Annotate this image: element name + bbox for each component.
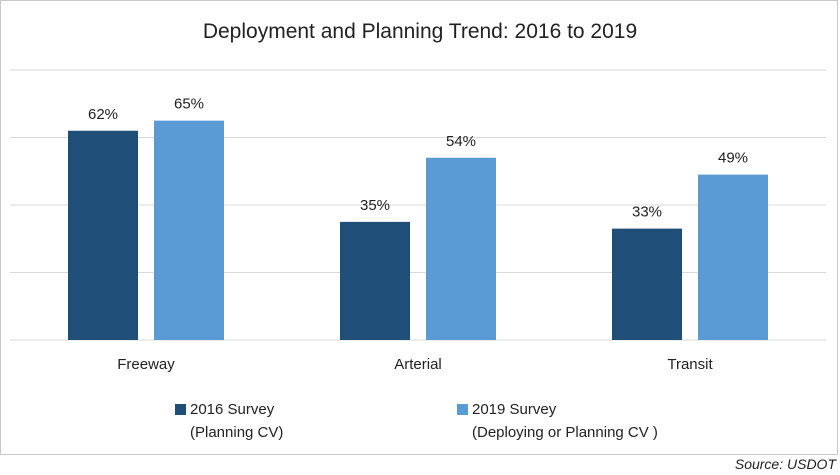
data-label-freeway-2019: 65%: [174, 96, 204, 113]
category-label-arterial: Arterial: [394, 356, 442, 373]
legend-label-2016: 2016 Survey: [190, 401, 275, 418]
legend-sublabel-2019: (Deploying or Planning CV ): [472, 424, 658, 441]
legend-swatch-2016: [175, 404, 186, 415]
data-label-transit-2016: 33%: [632, 204, 662, 221]
category-label-transit: Transit: [667, 356, 713, 373]
data-label-freeway-2016: 62%: [88, 106, 118, 123]
bar-freeway-2016: [68, 130, 138, 340]
bar-freeway-2019: [154, 120, 224, 340]
data-label-arterial-2019: 54%: [446, 133, 476, 150]
bar-transit-2019: [698, 174, 768, 340]
data-label-arterial-2016: 35%: [360, 197, 390, 214]
chart-plot: 62% 65% Freeway 35% 54% Arterial 33% 49% Transit: [10, 69, 826, 373]
source-note: Source: USDOT: [734, 456, 836, 472]
bar-transit-2016: [612, 228, 682, 340]
bar-arterial-2016: [340, 221, 410, 340]
chart-title: Deployment and Planning Trend: 2016 to 2…: [202, 20, 638, 43]
legend-sublabel-2016: (Planning CV): [190, 424, 284, 441]
bar-arterial-2019: [426, 157, 496, 340]
legend-swatch-2019: [457, 404, 468, 415]
legend-label-2019: 2019 Survey: [472, 401, 557, 418]
category-label-freeway: Freeway: [117, 356, 175, 373]
data-label-transit-2019: 49%: [718, 150, 748, 167]
